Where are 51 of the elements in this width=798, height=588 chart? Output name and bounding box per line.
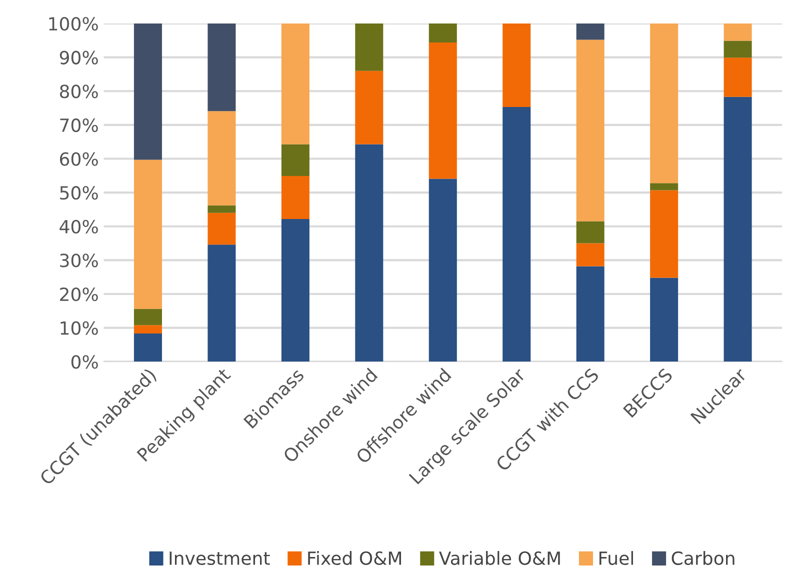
bar bbox=[134, 325, 162, 334]
bar bbox=[355, 70, 384, 144]
bar bbox=[650, 24, 678, 184]
legend-label: Carbon bbox=[672, 551, 734, 566]
bar bbox=[281, 24, 310, 144]
y-tick-label: 20% bbox=[60, 287, 98, 302]
bar bbox=[281, 144, 310, 176]
bar bbox=[281, 218, 310, 362]
bar bbox=[208, 24, 236, 112]
y-tick-label: 0% bbox=[71, 355, 98, 369]
y-tick-label: 10% bbox=[60, 321, 98, 335]
bar bbox=[208, 205, 236, 213]
bar bbox=[208, 244, 236, 362]
bar bbox=[650, 183, 678, 190]
bar bbox=[355, 144, 384, 362]
legend-label: Fixed O&M bbox=[308, 551, 402, 566]
bar bbox=[502, 107, 531, 362]
y-tick-label: 40% bbox=[60, 220, 98, 234]
bar bbox=[576, 243, 604, 266]
bar bbox=[576, 40, 604, 222]
bar bbox=[650, 190, 678, 278]
bar bbox=[134, 160, 162, 309]
y-tick-label: 80% bbox=[60, 84, 98, 98]
bar bbox=[576, 221, 604, 244]
legend-label: Variable O&M bbox=[439, 551, 560, 566]
bar bbox=[134, 308, 162, 326]
bar bbox=[281, 176, 310, 219]
y-tick-label: 90% bbox=[60, 50, 98, 64]
bar bbox=[576, 266, 604, 362]
y-tick-label: 30% bbox=[60, 254, 98, 268]
bar bbox=[502, 24, 531, 108]
legend-label: Investment bbox=[170, 552, 270, 566]
bar bbox=[208, 111, 236, 206]
bar bbox=[428, 42, 457, 179]
y-tick-label: 60% bbox=[60, 152, 98, 166]
legend-label: Fuel bbox=[599, 551, 633, 566]
bar bbox=[355, 24, 384, 71]
bar bbox=[724, 24, 752, 41]
bar bbox=[650, 278, 678, 362]
y-tick-label: 50% bbox=[60, 186, 98, 200]
bar bbox=[724, 96, 752, 362]
bar bbox=[134, 334, 162, 362]
bar bbox=[724, 58, 752, 97]
bar bbox=[428, 24, 457, 42]
bar bbox=[576, 24, 604, 40]
y-tick-label: 100% bbox=[49, 16, 98, 31]
bar bbox=[134, 24, 162, 160]
y-tick-label: 70% bbox=[60, 118, 98, 132]
bar bbox=[428, 178, 457, 362]
bar bbox=[724, 40, 752, 58]
bar bbox=[208, 212, 236, 245]
